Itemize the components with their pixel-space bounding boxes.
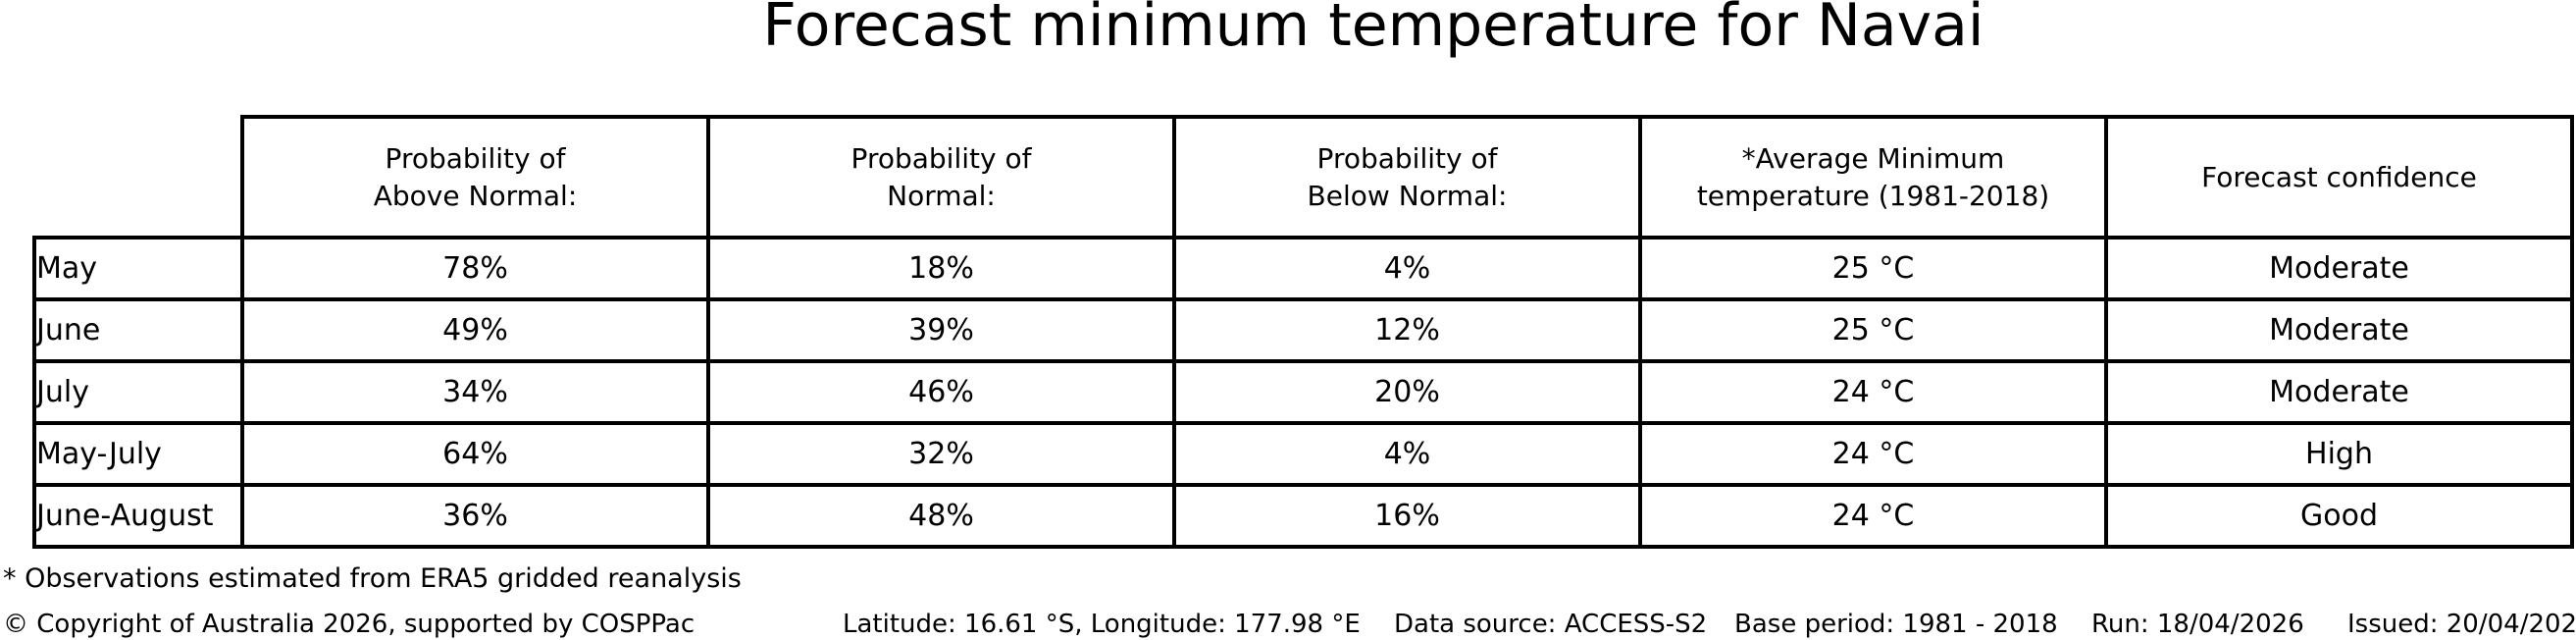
- table-cell: Moderate: [2104, 359, 2574, 425]
- row-label: July: [32, 359, 244, 425]
- table-cell: 16%: [1172, 483, 1642, 549]
- column-header-line: Below Normal:: [1307, 179, 1508, 212]
- row-label: May: [32, 236, 244, 301]
- column-header-above-normal: Probability of Above Normal:: [240, 115, 710, 240]
- table-cell: 24 °C: [1638, 483, 2108, 549]
- column-header-forecast-confidence: Forecast confidence: [2104, 115, 2574, 240]
- column-header-below-normal: Probability of Below Normal:: [1172, 115, 1642, 240]
- footer-issued-date: Issued: 20/04/2026: [2347, 610, 2576, 639]
- table-cell: 4%: [1172, 236, 1642, 301]
- table-row-may-july: May-July 64% 32% 4% 24 °C High: [32, 421, 2574, 487]
- table-cell: Moderate: [2104, 236, 2574, 301]
- column-header-line: temperature (1981-2018): [1696, 179, 2050, 212]
- column-header-line: Probability of: [850, 141, 1032, 175]
- footer-run-date: Run: 18/04/2026: [2091, 610, 2304, 639]
- footer-base-period: Base period: 1981 - 2018: [1734, 610, 2058, 639]
- table-cell: 12%: [1172, 297, 1642, 363]
- column-header-line: Normal:: [887, 179, 996, 212]
- table-cell: 34%: [240, 359, 710, 425]
- table-row-june: June 49% 39% 12% 25 °C Moderate: [32, 297, 2574, 363]
- table-cell: 24 °C: [1638, 359, 2108, 425]
- table-cell: 4%: [1172, 421, 1642, 487]
- row-label: June-August: [32, 483, 244, 549]
- table-cell: 39%: [706, 297, 1176, 363]
- table-cell: 24 °C: [1638, 421, 2108, 487]
- table-cell: 64%: [240, 421, 710, 487]
- table-row-june-august: June-August 36% 48% 16% 24 °C Good: [32, 483, 2574, 549]
- footnote: * Observations estimated from ERA5 gridd…: [3, 563, 742, 594]
- table-cell: 36%: [240, 483, 710, 549]
- forecast-table: Probability of Above Normal: Probability…: [32, 115, 2574, 549]
- page-title: Forecast minimum temperature for Navai: [762, 0, 1984, 60]
- corner-empty-cell: [34, 117, 242, 238]
- column-header-line: Probability of: [1316, 141, 1498, 175]
- footer-data-source: Data source: ACCESS-S2: [1394, 610, 1708, 639]
- column-header-line: Probability of: [385, 141, 566, 175]
- table-cell: 32%: [706, 421, 1176, 487]
- table-row-may: May 78% 18% 4% 25 °C Moderate: [32, 236, 2574, 301]
- table-cell: 25 °C: [1638, 236, 2108, 301]
- column-header-line: Above Normal:: [373, 179, 578, 212]
- column-header-line: *Average Minimum: [1741, 141, 2005, 175]
- column-header-normal: Probability of Normal:: [706, 115, 1176, 240]
- table-row-july: July 34% 46% 20% 24 °C Moderate: [32, 359, 2574, 425]
- table-cell: 49%: [240, 297, 710, 363]
- footer-copyright: © Copyright of Australia 2026, supported…: [3, 610, 696, 639]
- table-cell: 46%: [706, 359, 1176, 425]
- table-cell: High: [2104, 421, 2574, 487]
- column-header-line: Forecast confidence: [2201, 160, 2477, 193]
- column-header-average-min-temp: *Average Minimum temperature (1981-2018): [1638, 115, 2108, 240]
- footer-location: Latitude: 16.61 °S, Longitude: 177.98 °E: [843, 610, 1361, 639]
- table-cell: Moderate: [2104, 297, 2574, 363]
- table-cell: 20%: [1172, 359, 1642, 425]
- row-label: May-July: [32, 421, 244, 487]
- header-row: Probability of Above Normal: Probability…: [34, 115, 2574, 240]
- table-cell: 18%: [706, 236, 1176, 301]
- table-cell: Good: [2104, 483, 2574, 549]
- table-cell: 25 °C: [1638, 297, 2108, 363]
- row-label: June: [32, 297, 244, 363]
- table-cell: 78%: [240, 236, 710, 301]
- table-cell: 48%: [706, 483, 1176, 549]
